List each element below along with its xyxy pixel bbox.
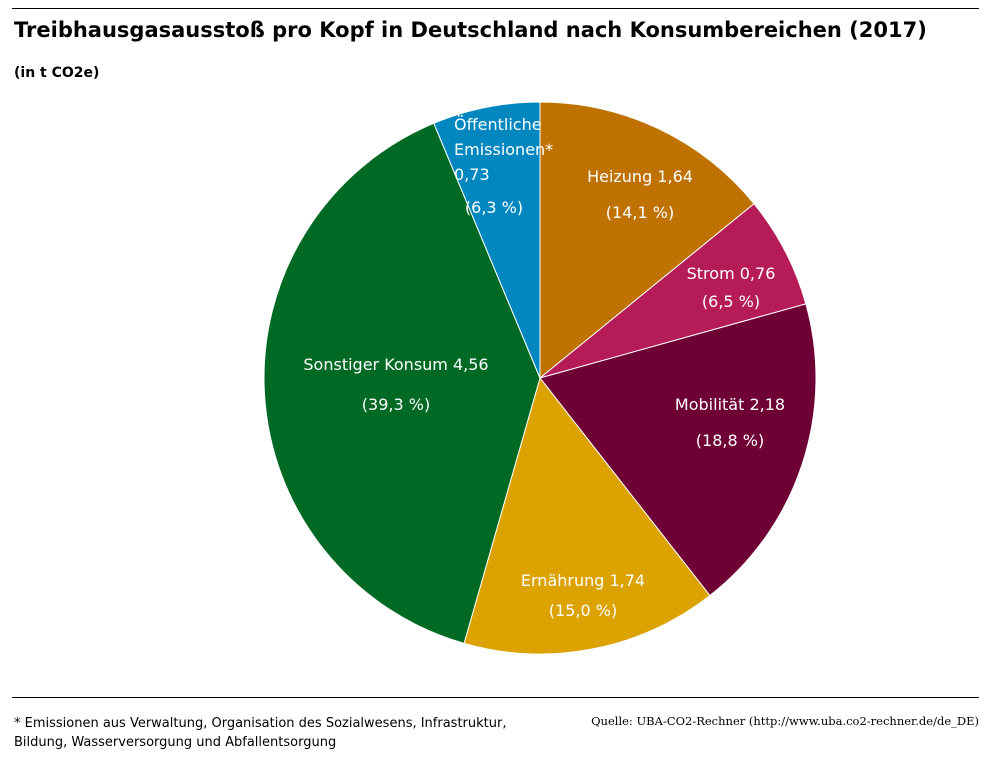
slice-label-0-line-0: Heizung 1,64 xyxy=(587,167,693,186)
chart-subtitle: (in t CO2e) xyxy=(14,65,100,81)
pie-slice-4 xyxy=(263,122,541,644)
slice-percent-label-3: (15,0 %) xyxy=(549,601,617,620)
slice-percent-label-1: (6,5 %) xyxy=(702,292,760,311)
top-rule xyxy=(12,8,979,9)
pie-slice-3 xyxy=(463,376,711,655)
pie-slices xyxy=(263,101,817,655)
slice-label-5-line-0: Öffentliche xyxy=(454,115,542,134)
footnote: * Emissionen aus Verwaltung, Organisatio… xyxy=(14,716,507,750)
slice-label-2-line-0: Mobilität 2,18 xyxy=(675,395,785,414)
pie-slice-2 xyxy=(539,303,817,597)
pie-labels: Heizung 1,64 (14,1 %) Strom 0,76 (6,5 %) Mob… xyxy=(303,115,785,620)
slice-percent-label-4: (39,3 %) xyxy=(362,395,430,414)
bottom-rule xyxy=(12,697,979,698)
slice-percent-label-0: (14,1 %) xyxy=(606,203,674,222)
slice-label-1-line-0: Strom 0,76 xyxy=(687,264,776,283)
chart-title: Treibhausgasausstoß pro Kopf in Deutschl… xyxy=(14,18,927,42)
slice-label-5-line-1: Emissionen* xyxy=(454,140,553,159)
slice-label-5-line-2: 0,73 xyxy=(454,165,490,184)
source-note: Quelle: UBA-CO2-Rechner (http://www.uba.… xyxy=(591,714,979,728)
slice-label-4-line-0: Sonstiger Konsum 4,56 xyxy=(303,355,488,374)
slice-percent-label-2: (18,8 %) xyxy=(696,431,764,450)
slice-label-3-line-0: Ernährung 1,74 xyxy=(521,571,645,590)
pie-slice-0 xyxy=(539,101,755,380)
pie-slice-1 xyxy=(539,203,807,379)
pie-slice-5 xyxy=(433,101,541,379)
slice-percent-label-5: (6,3 %) xyxy=(465,198,523,217)
